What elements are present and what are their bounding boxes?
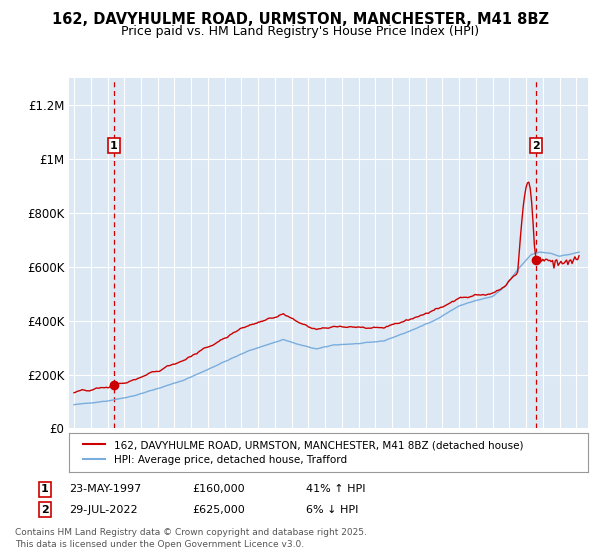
Text: 41% ↑ HPI: 41% ↑ HPI — [306, 484, 365, 494]
Text: 1: 1 — [110, 141, 118, 151]
Text: 2: 2 — [41, 505, 49, 515]
Text: 162, DAVYHULME ROAD, URMSTON, MANCHESTER, M41 8BZ: 162, DAVYHULME ROAD, URMSTON, MANCHESTER… — [52, 12, 548, 27]
Text: 23-MAY-1997: 23-MAY-1997 — [69, 484, 141, 494]
Legend: 162, DAVYHULME ROAD, URMSTON, MANCHESTER, M41 8BZ (detached house), HPI: Average: 162, DAVYHULME ROAD, URMSTON, MANCHESTER… — [79, 437, 526, 468]
Text: Contains HM Land Registry data © Crown copyright and database right 2025.
This d: Contains HM Land Registry data © Crown c… — [15, 528, 367, 549]
Text: 6% ↓ HPI: 6% ↓ HPI — [306, 505, 358, 515]
Text: £160,000: £160,000 — [192, 484, 245, 494]
Text: £625,000: £625,000 — [192, 505, 245, 515]
Text: 2: 2 — [532, 141, 539, 151]
Text: 29-JUL-2022: 29-JUL-2022 — [69, 505, 137, 515]
Text: 1: 1 — [41, 484, 49, 494]
Text: Price paid vs. HM Land Registry's House Price Index (HPI): Price paid vs. HM Land Registry's House … — [121, 25, 479, 38]
